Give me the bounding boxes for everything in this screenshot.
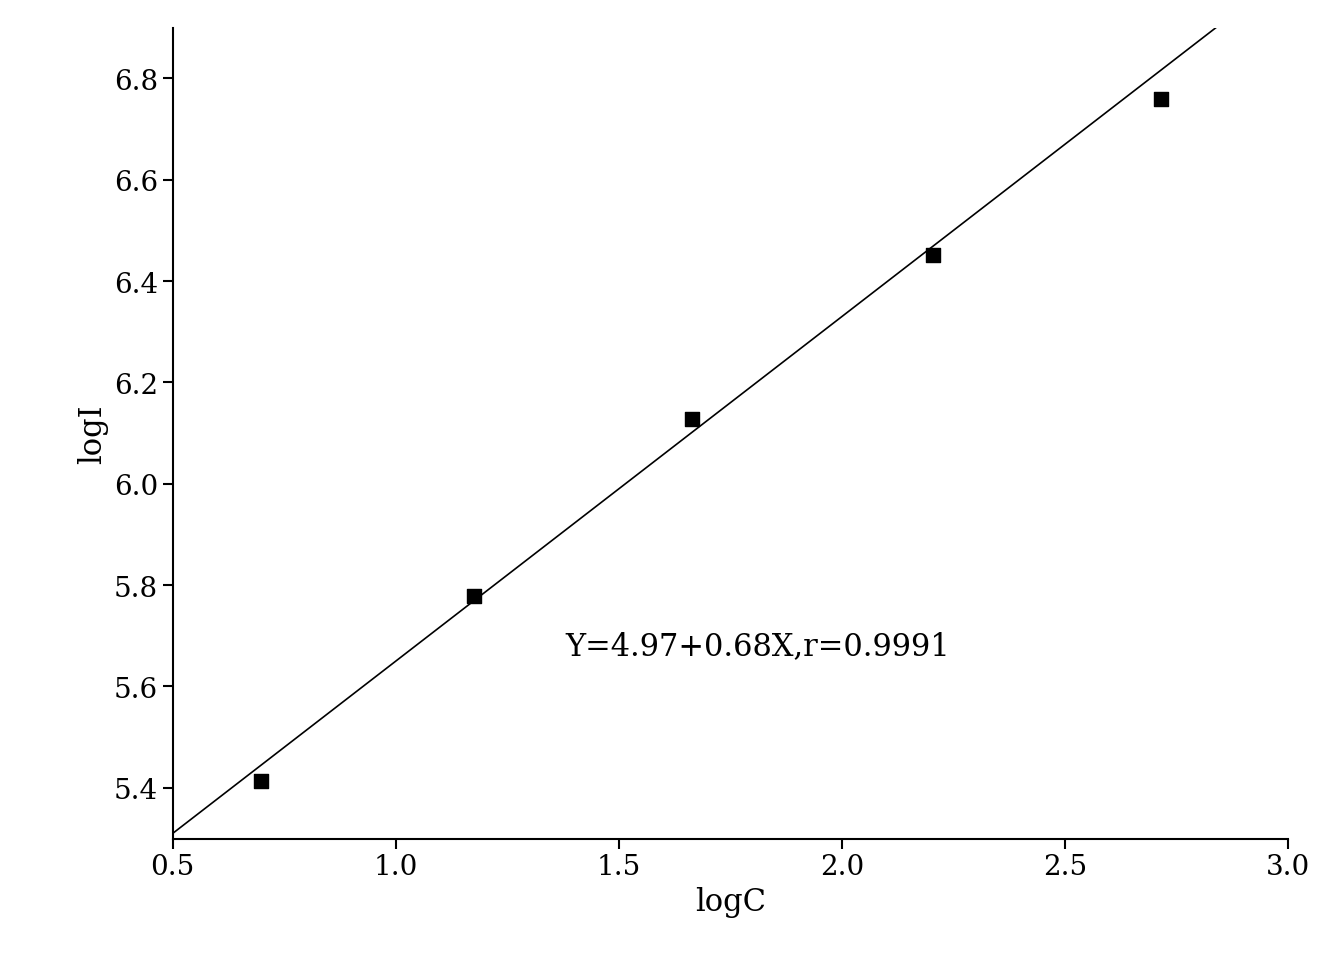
Point (251, 774, 272, 789)
Point (681, 413, 703, 428)
Y-axis label: logI: logI (77, 404, 109, 463)
Point (463, 589, 485, 604)
Point (923, 248, 944, 263)
X-axis label: logC: logC (695, 885, 766, 917)
Point (1151, 91, 1173, 107)
Text: Y=4.97+0.68X,r=0.9991: Y=4.97+0.68X,r=0.9991 (566, 631, 950, 661)
